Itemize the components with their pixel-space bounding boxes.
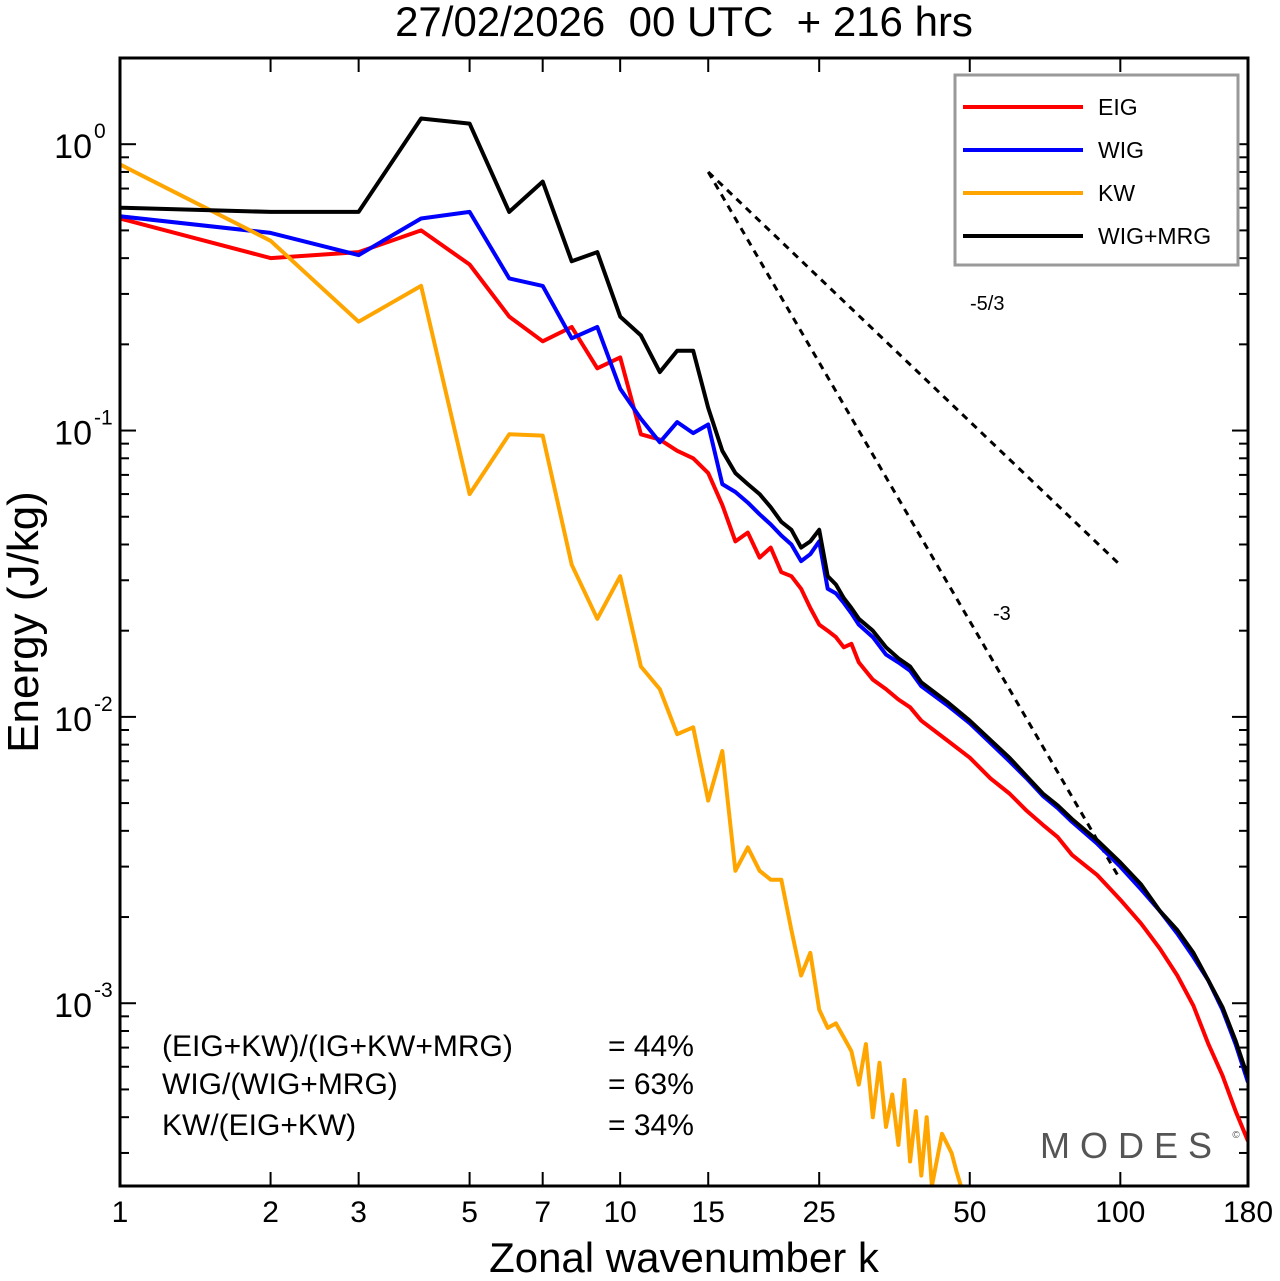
legend-label: WIG [1098,137,1144,163]
reference-slope-lines [706,170,1122,881]
plot-frame [118,56,1250,1188]
series-lines [120,116,1248,1186]
legend-label: WIG+MRG [1098,223,1211,249]
series-line-wig-mrg [120,116,1248,1079]
y-axis-label: Energy (J/kg) [0,491,48,753]
y-tick-exponent: -2 [94,693,113,716]
series-line-kw [120,162,963,1186]
series-line-wig [120,209,1248,1083]
annotation-value-2: = 63% [608,1068,694,1101]
ratio-annotations: (EIG+KW)/(IG+KW+MRG) = 44% WIG/(WIG+MRG)… [162,1030,694,1142]
x-tick-label: 3 [350,1196,367,1229]
x-tick-label: 7 [534,1196,551,1229]
watermark-copyright-mark: © [1232,1130,1240,1141]
x-tick-label: 1 [112,1196,129,1229]
annotation-label-2: WIG/(WIG+MRG) [162,1068,398,1101]
y-tick-label: 10 [54,701,92,739]
series-line-eig [120,216,1248,1142]
legend-label: KW [1098,180,1135,206]
y-tick-label: 10 [54,415,92,453]
x-tick-label: 50 [953,1196,986,1229]
annotation-value-3: = 34% [608,1109,694,1142]
slope-line-1 [706,171,1122,881]
x-tick-label: 180 [1223,1196,1273,1229]
slope-line-0 [707,170,1122,567]
x-tick-label: 100 [1095,1196,1145,1229]
y-tick-label: 10 [54,128,92,166]
y-tick-label: 10 [54,987,92,1025]
annotation-label-1: (EIG+KW)/(IG+KW+MRG) [162,1030,513,1063]
legend-label: EIG [1098,94,1138,120]
x-tick-label: 15 [692,1196,725,1229]
chart-title: 27/02/2026 00 UTC + 216 hrs [395,0,973,45]
x-tick-label: 5 [461,1196,478,1229]
x-axis-label: Zonal wavenumber k [489,1234,880,1281]
y-tick-exponent: -3 [94,979,113,1002]
annotation-value-1: = 44% [608,1030,694,1063]
y-tick-exponent: 0 [94,120,106,143]
modes-watermark: MODES [1040,1125,1222,1166]
y-tick-exponent: -1 [94,407,113,430]
x-tick-labels: 1 2 3 5 7 10 15 25 50 100 180 [112,1196,1273,1229]
slope-label-five-thirds: -5/3 [970,293,1004,315]
legend: EIG WIG KW WIG+MRG [953,73,1240,267]
x-tick-label: 10 [603,1196,636,1229]
slope-label-three: -3 [993,603,1011,625]
x-tick-label: 25 [803,1196,836,1229]
x-tick-label: 2 [262,1196,279,1229]
annotation-label-3: KW/(EIG+KW) [162,1109,356,1142]
